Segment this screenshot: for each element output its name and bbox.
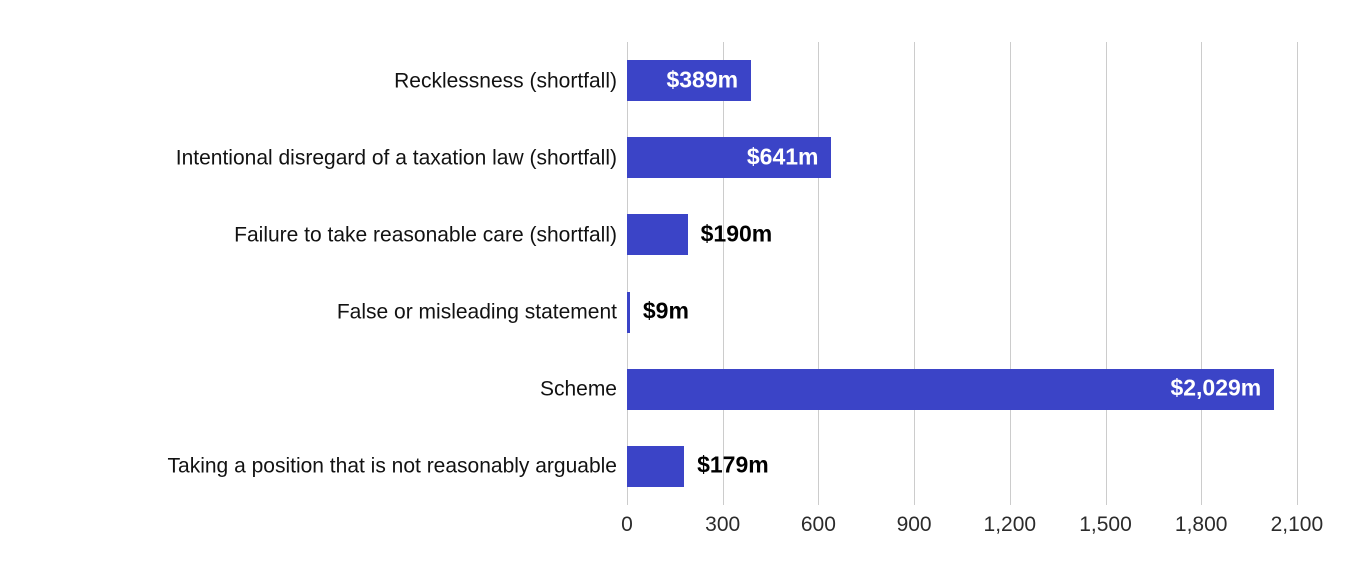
bar-row: $389m [627, 60, 1327, 102]
bar-value-label: $9m [642, 297, 689, 324]
bar-row: $9m [627, 291, 1327, 333]
category-label: False or misleading statement [336, 300, 617, 324]
bar-value-label: $2,029m [1170, 374, 1262, 401]
bar-row: $2,029m [627, 368, 1327, 410]
gridline-900 [914, 42, 916, 505]
bar [627, 137, 832, 179]
bar [627, 60, 752, 102]
bar-value-label: $641m [746, 143, 819, 170]
x-tick-label: 2,100 [1270, 513, 1324, 536]
plot-area: $389m $641m $190m $9m $2,029m $179m [627, 42, 1327, 505]
bar-row: $190m [627, 214, 1327, 256]
gridline-600 [818, 42, 820, 505]
gridline-2,100 [1296, 42, 1298, 505]
category-label: Intentional disregard of a taxation law … [175, 146, 617, 170]
bar [627, 368, 1275, 410]
gridline-0 [627, 42, 628, 505]
bar [627, 214, 688, 256]
gridline-300 [722, 42, 724, 505]
bar-row: $641m [627, 137, 1327, 179]
bar-row: $179m [627, 445, 1327, 487]
category-label: Failure to take reasonable care (shortfa… [234, 223, 617, 247]
category-label: Recklessness (shortfall) [394, 68, 617, 92]
gridline-1,200 [1009, 42, 1011, 505]
x-tick-label: 600 [800, 513, 836, 536]
gridline-1,500 [1105, 42, 1107, 505]
bar-value-label: $389m [666, 66, 739, 93]
bar [627, 445, 685, 487]
bar-value-label: $179m [697, 451, 769, 478]
x-tick-label: 1,200 [983, 513, 1037, 536]
x-tick-label: 0 [621, 513, 633, 536]
category-label: Taking a position that is not reasonably… [167, 454, 617, 478]
category-label: Scheme [539, 377, 617, 401]
x-tick-label: 300 [705, 513, 741, 536]
gridline-1,800 [1201, 42, 1203, 505]
bar [627, 291, 630, 333]
x-tick-label: 900 [896, 513, 932, 536]
x-tick-label: 1,500 [1079, 513, 1132, 536]
bar-value-label: $190m [700, 220, 773, 247]
x-tick-label: 1,800 [1174, 513, 1228, 536]
